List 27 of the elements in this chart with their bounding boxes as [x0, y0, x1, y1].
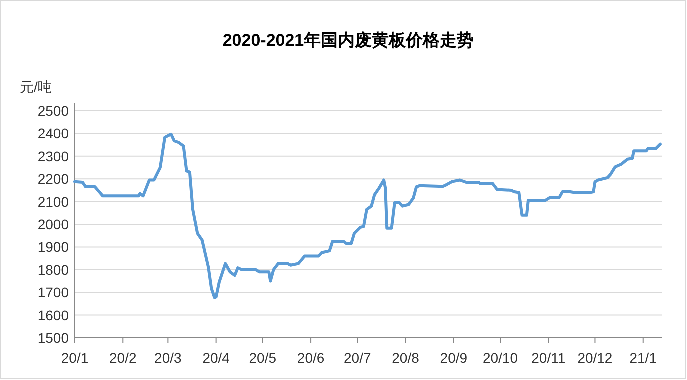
y-tick-label: 1500 — [38, 330, 70, 346]
x-tick-label: 20/8 — [392, 350, 420, 366]
x-tick-label: 20/7 — [344, 350, 372, 366]
y-tick-label: 1900 — [38, 239, 70, 256]
x-tick-label: 20/3 — [154, 350, 182, 366]
y-tick-label: 1800 — [38, 262, 70, 278]
y-axis-title: 元/吨 — [20, 79, 52, 95]
x-tick-label: 20/1 — [61, 350, 89, 366]
x-tick-label: 20/12 — [578, 350, 613, 366]
x-tick-label: 21/1 — [630, 350, 658, 366]
y-tick-label: 2300 — [38, 148, 70, 164]
line-series — [74, 132, 662, 300]
x-tick-label: 20/4 — [202, 350, 230, 366]
x-tick-label: 20/10 — [482, 350, 518, 366]
y-tick-label: 1700 — [38, 284, 70, 301]
chart-title: 2020-2021年国内废黄板价格走势 — [222, 31, 474, 50]
y-tick-label: 2000 — [38, 216, 70, 232]
y-tick-label: 2100 — [38, 194, 70, 210]
x-tick-label: 20/9 — [440, 350, 468, 366]
y-tick-label: 1600 — [38, 307, 70, 324]
y-tick-label: 2200 — [38, 171, 70, 188]
x-tick-label: 20/11 — [532, 350, 566, 366]
y-tick-label: 2400 — [38, 126, 70, 142]
x-tick-label: 20/5 — [249, 350, 277, 366]
x-tick-label: 20/6 — [297, 350, 325, 366]
x-tick-label: 20/2 — [110, 350, 137, 366]
y-tick-label: 2500 — [38, 103, 70, 119]
